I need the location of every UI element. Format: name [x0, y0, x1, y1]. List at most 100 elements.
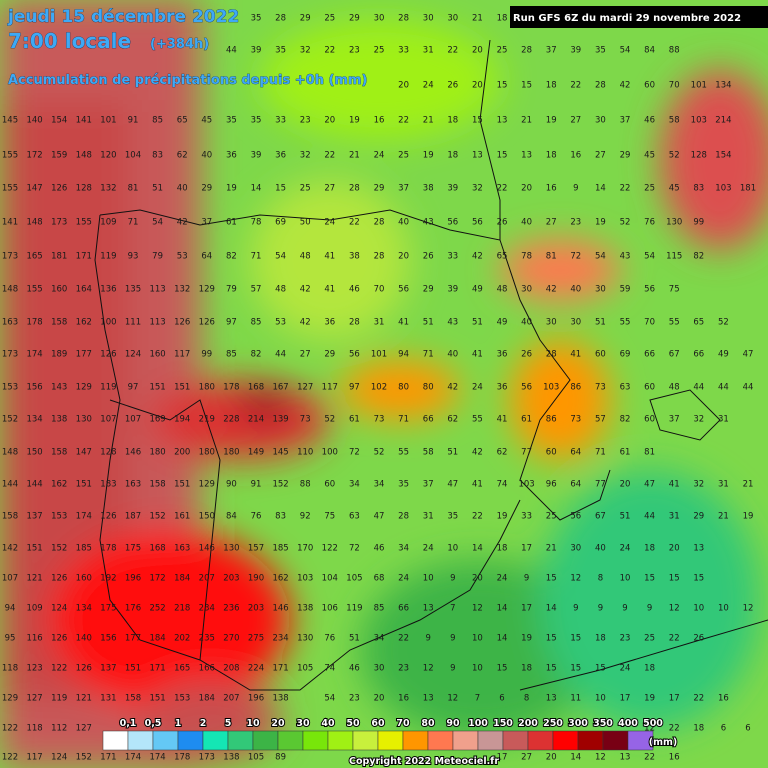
grid-value: 28 — [374, 252, 385, 262]
grid-value: 13 — [497, 116, 508, 126]
grid-value: 29 — [201, 184, 212, 194]
grid-value: 177 — [76, 350, 92, 360]
legend-swatch — [402, 730, 429, 751]
grid-value: 154 — [715, 151, 731, 161]
grid-value: 173 — [199, 753, 215, 763]
grid-value: 28 — [521, 46, 532, 56]
grid-value: 29 — [693, 512, 704, 522]
grid-value: 139 — [272, 415, 288, 425]
grid-value: 24 — [324, 218, 335, 228]
grid-value: 29 — [349, 14, 360, 24]
grid-value: 32 — [472, 184, 483, 194]
grid-value: 36 — [324, 318, 335, 328]
grid-value: 29 — [324, 350, 335, 360]
grid-value: 149 — [248, 448, 264, 458]
grid-value: 52 — [669, 151, 680, 161]
grid-value: 22 — [620, 184, 631, 194]
grid-value: 59 — [620, 285, 631, 295]
grid-value: 112 — [51, 724, 67, 734]
grid-value: 78 — [251, 218, 262, 228]
grid-value: 54 — [595, 252, 606, 262]
grid-value: 18 — [644, 664, 655, 674]
grid-value: 219 — [199, 415, 215, 425]
legend-swatch — [202, 730, 229, 751]
legend-label: 20 — [271, 718, 285, 729]
grid-value: 17 — [669, 694, 680, 704]
grid-value: 14 — [251, 184, 262, 194]
grid-value: 119 — [51, 694, 67, 704]
grid-value: 64 — [201, 252, 212, 262]
legend-label: 60 — [371, 718, 385, 729]
grid-value: 138 — [297, 604, 313, 614]
grid-value: 20 — [472, 574, 483, 584]
grid-value: 14 — [595, 184, 606, 194]
grid-value: 17 — [521, 544, 532, 554]
grid-value: 127 — [26, 694, 42, 704]
grid-value: 70 — [669, 81, 680, 91]
grid-value: 56 — [521, 383, 532, 393]
grid-value: 45 — [201, 116, 212, 126]
grid-value: 143 — [51, 383, 67, 393]
legend-label: 100 — [468, 718, 488, 729]
grid-value: 135 — [125, 285, 141, 295]
grid-value: 30 — [595, 116, 606, 126]
grid-value: 153 — [174, 694, 190, 704]
grid-value: 24 — [620, 664, 631, 674]
grid-value: 181 — [51, 252, 67, 262]
grid-value: 122 — [2, 724, 18, 734]
legend-label: 150 — [493, 718, 513, 729]
grid-value: 146 — [125, 448, 141, 458]
grid-value: 17 — [620, 694, 631, 704]
grid-value: 28 — [398, 14, 409, 24]
grid-value: 13 — [423, 604, 434, 614]
grid-value: 62 — [447, 415, 458, 425]
grid-value: 21 — [743, 480, 754, 490]
grid-value: 20 — [521, 184, 532, 194]
grid-value: 21 — [423, 116, 434, 126]
grid-value: 83 — [275, 512, 286, 522]
grid-value: 55 — [620, 318, 631, 328]
grid-value: 150 — [26, 448, 42, 458]
grid-value: 152 — [272, 480, 288, 490]
grid-value: 146 — [272, 604, 288, 614]
grid-value: 74 — [324, 664, 335, 674]
grid-value: 109 — [100, 218, 116, 228]
grid-value: 107 — [100, 415, 116, 425]
legend-swatch — [427, 730, 454, 751]
grid-value: 34 — [349, 480, 360, 490]
grid-value: 126 — [100, 350, 116, 360]
grid-value: 158 — [2, 512, 18, 522]
grid-value: 123 — [26, 664, 42, 674]
grid-value: 26 — [497, 218, 508, 228]
grid-value: 10 — [718, 604, 729, 614]
grid-value: 72 — [570, 252, 581, 262]
grid-value: 174 — [149, 753, 165, 763]
grid-value: 44 — [743, 383, 754, 393]
run-info: Run GFS 6Z du mardi 29 novembre 2022 — [513, 13, 741, 24]
legend-swatch — [127, 730, 154, 751]
grid-value: 20 — [472, 81, 483, 91]
grid-value: 65 — [497, 252, 508, 262]
grid-value: 111 — [125, 318, 141, 328]
grid-value: 77 — [595, 480, 606, 490]
grid-value: 52 — [620, 218, 631, 228]
grid-value: 35 — [398, 480, 409, 490]
grid-value: 49 — [718, 350, 729, 360]
grid-value: 42 — [177, 218, 188, 228]
grid-value: 27 — [546, 218, 557, 228]
grid-value: 134 — [26, 415, 42, 425]
grid-value: 175 — [100, 604, 116, 614]
grid-value: 23 — [349, 46, 360, 56]
grid-value: 185 — [272, 544, 288, 554]
grid-value: 73 — [300, 415, 311, 425]
grid-value: 101 — [371, 350, 387, 360]
grid-value: 177 — [125, 634, 141, 644]
grid-value: 142 — [2, 544, 18, 554]
grid-value: 30 — [423, 14, 434, 24]
grid-value: 129 — [199, 285, 215, 295]
grid-value: 181 — [740, 184, 756, 194]
grid-value: 56 — [472, 218, 483, 228]
grid-value: 15 — [472, 116, 483, 126]
grid-value: 8 — [598, 574, 603, 584]
grid-value: 24 — [497, 574, 508, 584]
